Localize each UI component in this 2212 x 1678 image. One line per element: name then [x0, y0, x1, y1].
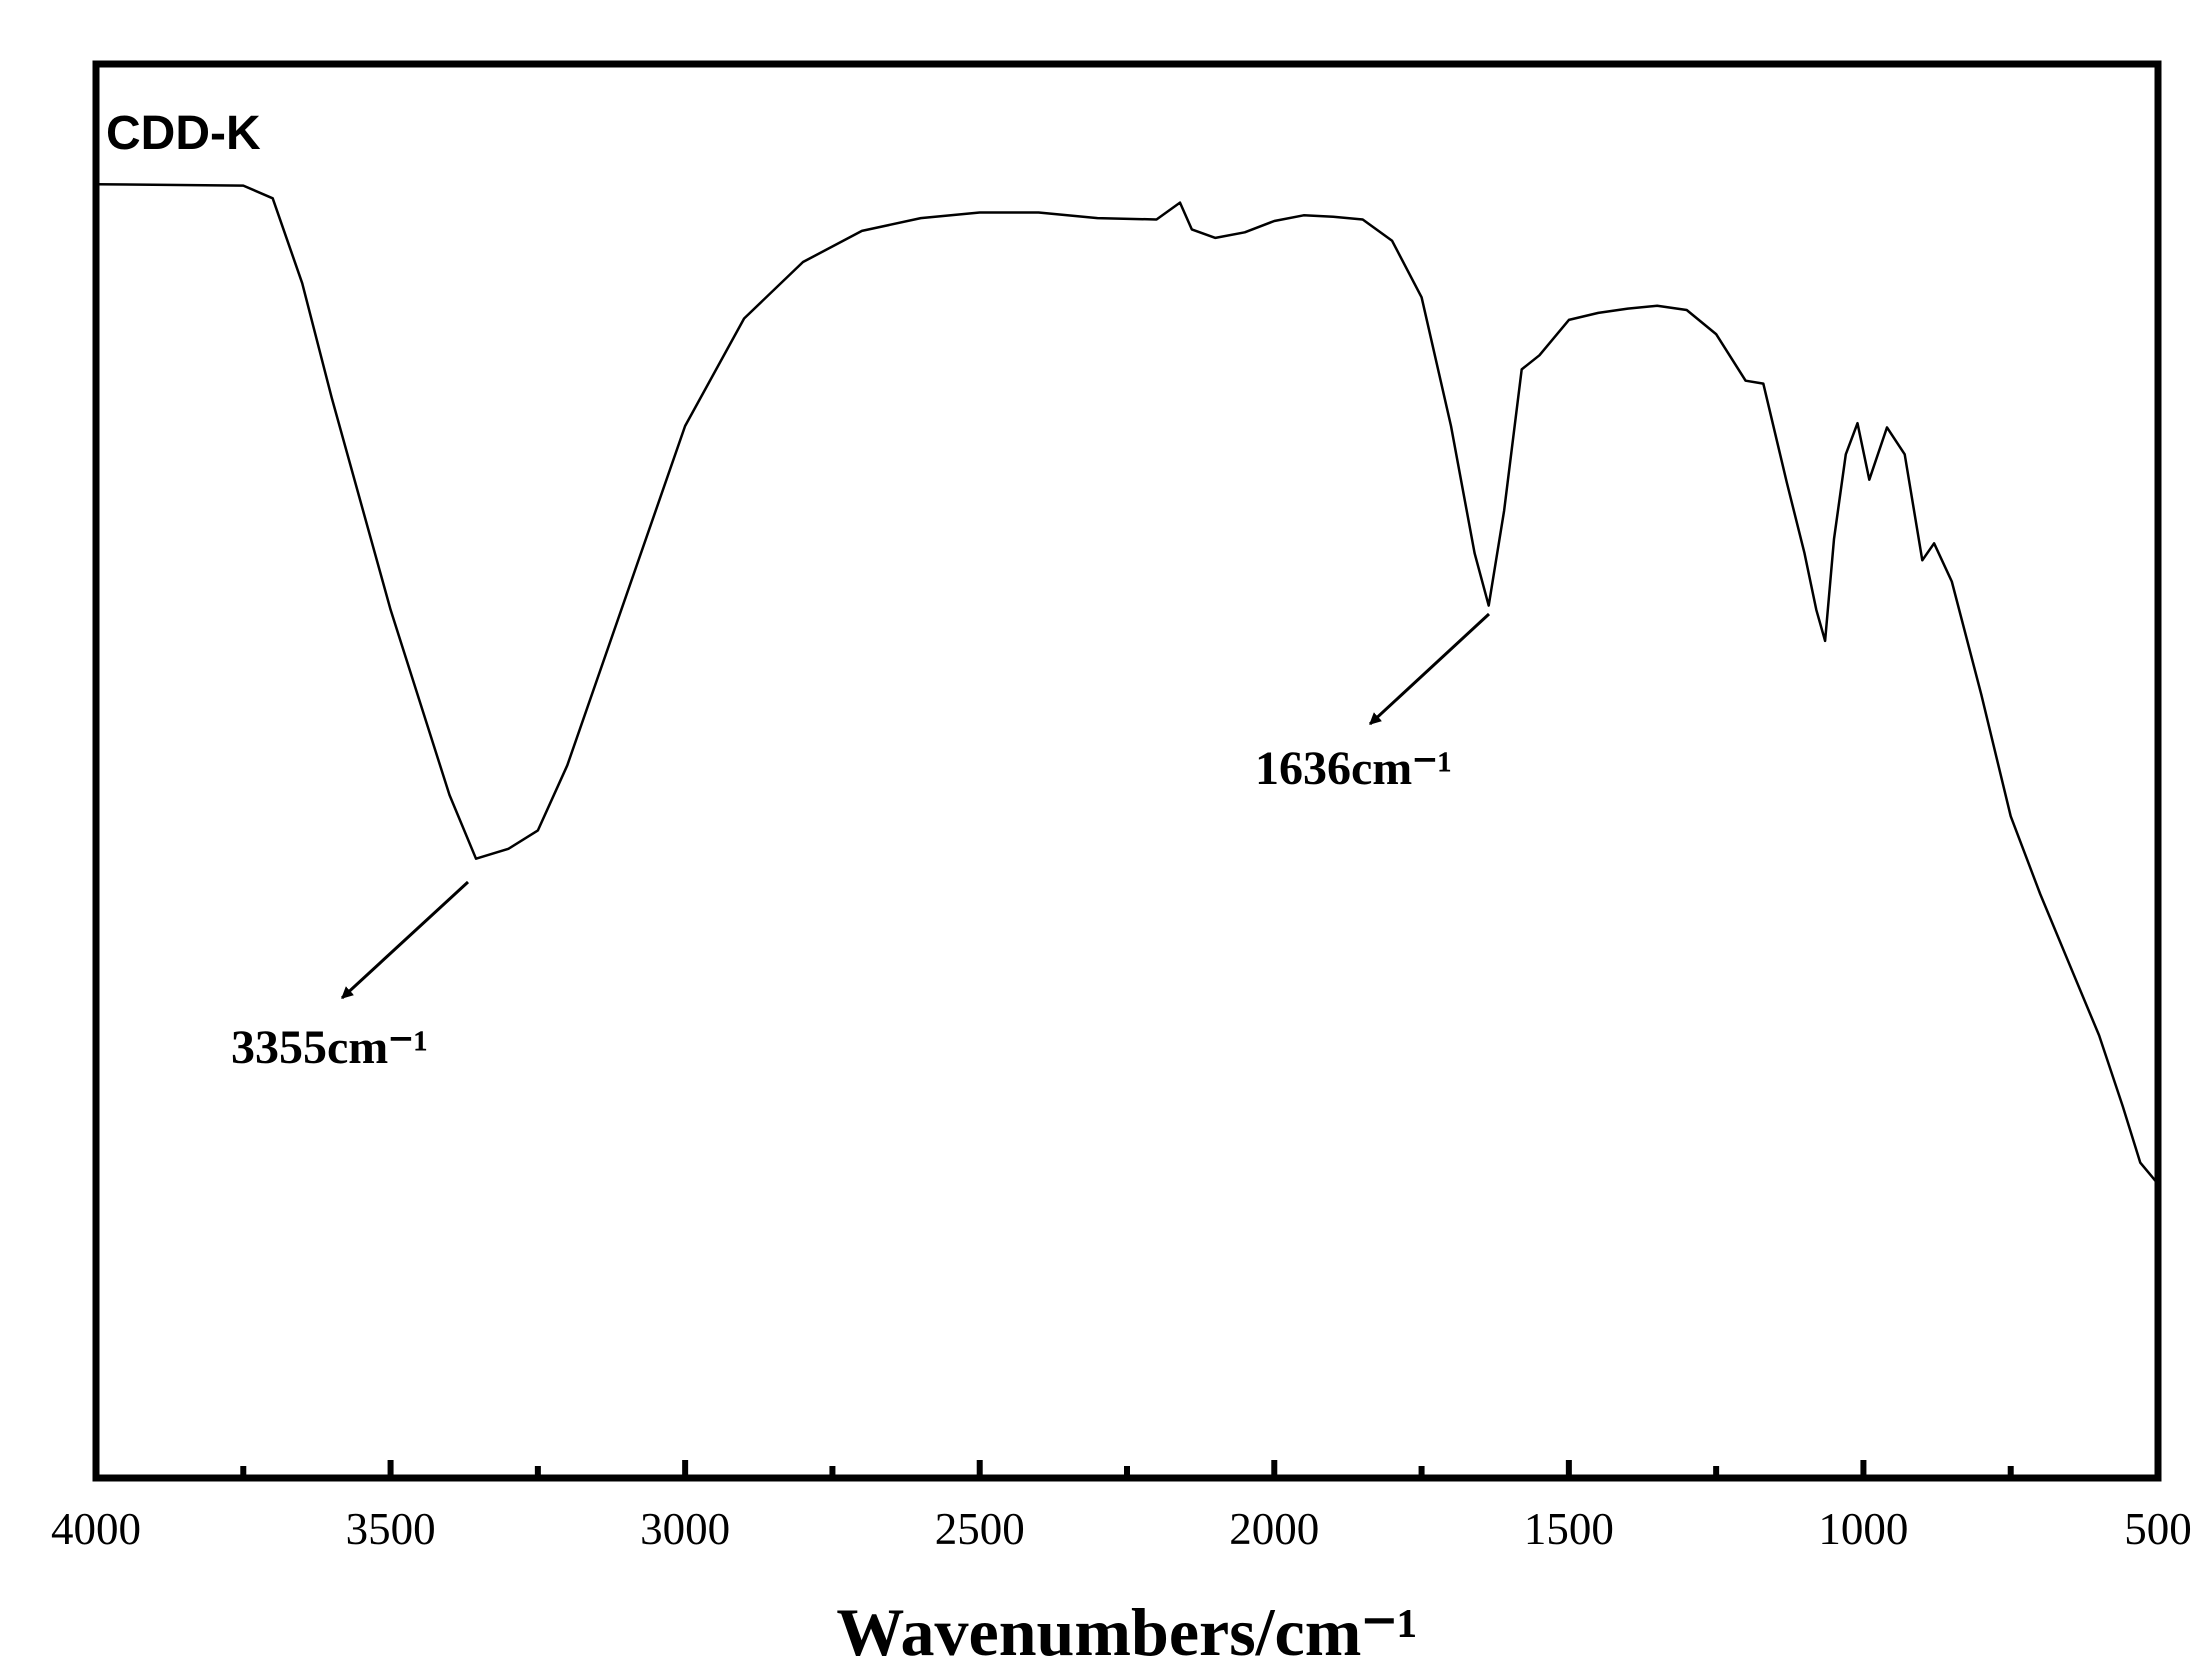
x-tick-label: 4000: [51, 1504, 141, 1554]
annotation-arrow: [1368, 612, 1491, 726]
x-tick-label: 2000: [1229, 1504, 1319, 1554]
x-tick-label: 2500: [935, 1504, 1025, 1554]
annotation: 1636cm⁻¹: [1255, 742, 1452, 795]
x-tick-label: 500: [2124, 1504, 2192, 1554]
annotation: 3355cm⁻¹: [231, 1021, 428, 1074]
x-tick-label: 1500: [1524, 1504, 1614, 1554]
spectrum-line: [95, 182, 2159, 1185]
plot-frame: [92, 60, 2162, 1482]
chart-title: CDD-K: [106, 107, 261, 160]
x-tick-label: 3000: [640, 1504, 730, 1554]
annotation-arrow: [340, 880, 470, 1000]
x-tick-label: 1000: [1818, 1504, 1908, 1554]
x-axis-label: Wavenumbers/cm⁻¹: [836, 1594, 1417, 1670]
x-tick-label: 3500: [346, 1504, 436, 1554]
